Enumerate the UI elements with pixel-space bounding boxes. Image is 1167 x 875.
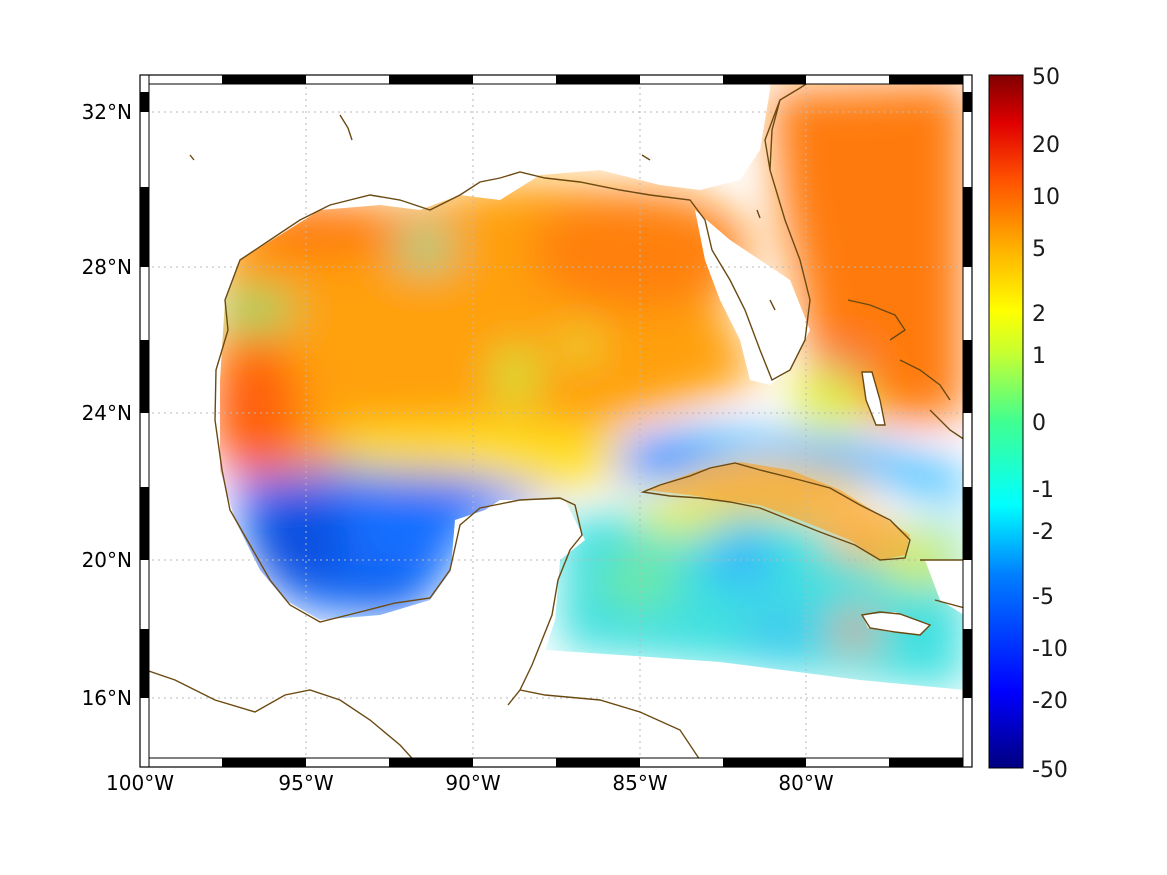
colorbar-tick-label: 5	[1032, 237, 1046, 262]
colorbar-tick-label: 50	[1032, 65, 1060, 90]
colorbar-tick-label: 20	[1032, 133, 1060, 158]
lon-tick-label: 85°W	[612, 771, 667, 795]
colorbar-tick-label: 2	[1032, 302, 1046, 327]
lat-tick-label: 24°N	[82, 401, 132, 425]
colorbar-tick-label: 10	[1032, 185, 1060, 210]
colorbar-ticks: 50 20 10 5 2 1 0 -1 -2 -5 -10 -20 -50	[1032, 65, 1068, 783]
map-frame	[139, 74, 973, 768]
colorbar-tick-label: -1	[1032, 478, 1054, 503]
colorbar: 50 20 10 5 2 1 0 -1 -2 -5 -10 -20 -50	[988, 65, 1068, 783]
lon-tick-label: 100°W	[106, 771, 174, 795]
lon-tick-label: 80°W	[778, 771, 833, 795]
sea-level-field	[140, 75, 972, 767]
lon-tick-label: 95°W	[278, 771, 333, 795]
lat-tick-label: 28°N	[82, 255, 132, 279]
latitude-ticks: 32°N 28°N 24°N 20°N 16°N	[82, 100, 132, 710]
colorbar-tick-label: -50	[1032, 758, 1068, 783]
colorbar-tick-label: -20	[1032, 689, 1068, 714]
coastlines	[140, 75, 972, 767]
colorbar-gradient	[988, 74, 1024, 769]
lat-tick-label: 16°N	[82, 686, 132, 710]
lat-tick-label: 32°N	[82, 100, 132, 124]
lat-tick-label: 20°N	[82, 548, 132, 572]
longitude-ticks: 100°W 95°W 90°W 85°W 80°W	[106, 771, 834, 795]
colorbar-tick-label: 1	[1032, 344, 1046, 369]
gridlines	[140, 75, 972, 767]
colorbar-tick-label: -2	[1032, 520, 1054, 545]
colorbar-tick-label: -5	[1032, 585, 1054, 610]
colorbar-tick-label: -10	[1032, 637, 1068, 662]
lon-tick-label: 90°W	[445, 771, 500, 795]
colorbar-tick-label: 0	[1032, 411, 1046, 436]
